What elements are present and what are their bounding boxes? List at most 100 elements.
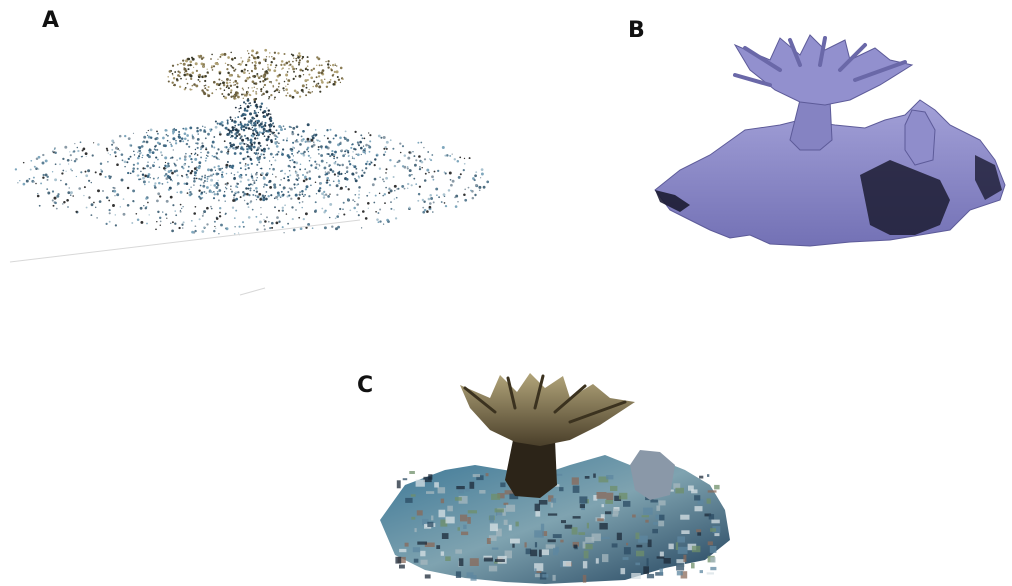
point — [269, 152, 273, 156]
point — [146, 134, 149, 137]
point — [323, 210, 326, 214]
point — [145, 140, 149, 144]
point — [205, 157, 208, 160]
point — [366, 160, 369, 163]
point — [281, 169, 284, 172]
point — [181, 174, 183, 177]
point — [278, 125, 282, 128]
point — [115, 146, 118, 150]
point — [418, 185, 422, 188]
point — [98, 200, 102, 203]
point — [137, 156, 140, 160]
point — [178, 71, 181, 74]
texture-patch — [455, 571, 462, 578]
point — [333, 157, 335, 160]
point — [320, 182, 323, 185]
point — [365, 143, 368, 147]
texture-patch — [397, 556, 406, 563]
point — [242, 129, 245, 132]
point — [247, 206, 250, 209]
point — [247, 145, 251, 148]
point — [316, 56, 319, 59]
point — [368, 162, 371, 166]
point — [243, 134, 247, 137]
point — [267, 66, 269, 69]
texture-patch — [714, 533, 720, 537]
point — [252, 129, 255, 132]
point — [114, 155, 117, 158]
point — [245, 109, 249, 113]
point — [22, 182, 26, 186]
point — [51, 190, 55, 193]
point — [239, 196, 242, 199]
texture-patch — [650, 499, 658, 503]
point — [249, 157, 252, 160]
texture-patch — [655, 572, 664, 576]
point — [229, 118, 232, 120]
point — [407, 156, 411, 160]
point — [166, 181, 169, 184]
texture-patch — [610, 485, 618, 491]
point — [295, 59, 298, 62]
point — [233, 84, 235, 86]
point — [185, 173, 188, 176]
texture-patch — [582, 574, 587, 583]
point — [87, 169, 91, 173]
point — [224, 96, 228, 100]
point — [256, 163, 259, 166]
point — [306, 65, 309, 67]
point — [217, 172, 220, 175]
point — [422, 206, 425, 209]
point — [275, 176, 277, 178]
point — [132, 132, 135, 134]
point — [246, 76, 250, 80]
point — [253, 152, 256, 154]
point — [66, 198, 69, 202]
texture-patch — [542, 531, 548, 536]
texture-patch — [646, 558, 649, 566]
point — [266, 107, 268, 109]
point — [275, 195, 279, 199]
point — [69, 191, 73, 195]
point — [167, 164, 170, 168]
point — [207, 85, 210, 89]
point — [254, 82, 258, 85]
texture-patch — [424, 574, 431, 579]
point — [213, 220, 216, 223]
point — [262, 196, 266, 199]
point — [248, 193, 251, 197]
point — [132, 200, 135, 203]
point — [379, 220, 382, 223]
point — [169, 195, 173, 199]
point — [408, 151, 411, 154]
point — [254, 137, 257, 140]
point — [382, 223, 385, 225]
point — [302, 153, 306, 157]
point — [441, 146, 445, 149]
point — [443, 171, 446, 173]
point — [141, 141, 144, 143]
point — [266, 144, 268, 146]
point — [194, 171, 197, 175]
point — [329, 193, 331, 195]
point — [191, 135, 194, 138]
point — [197, 74, 199, 76]
point — [142, 167, 145, 170]
point — [215, 217, 219, 220]
texture-patch — [426, 491, 435, 494]
point — [229, 79, 231, 81]
point — [235, 146, 238, 149]
point — [210, 184, 212, 186]
texture-patch — [591, 533, 601, 542]
point — [231, 135, 234, 138]
point — [343, 213, 346, 216]
point — [379, 176, 381, 178]
point — [68, 187, 70, 189]
texture-patch — [636, 544, 643, 548]
point — [251, 62, 254, 64]
texture-patch — [495, 559, 505, 562]
point — [338, 213, 340, 215]
point — [61, 172, 64, 175]
point — [263, 115, 267, 118]
point — [179, 210, 182, 213]
